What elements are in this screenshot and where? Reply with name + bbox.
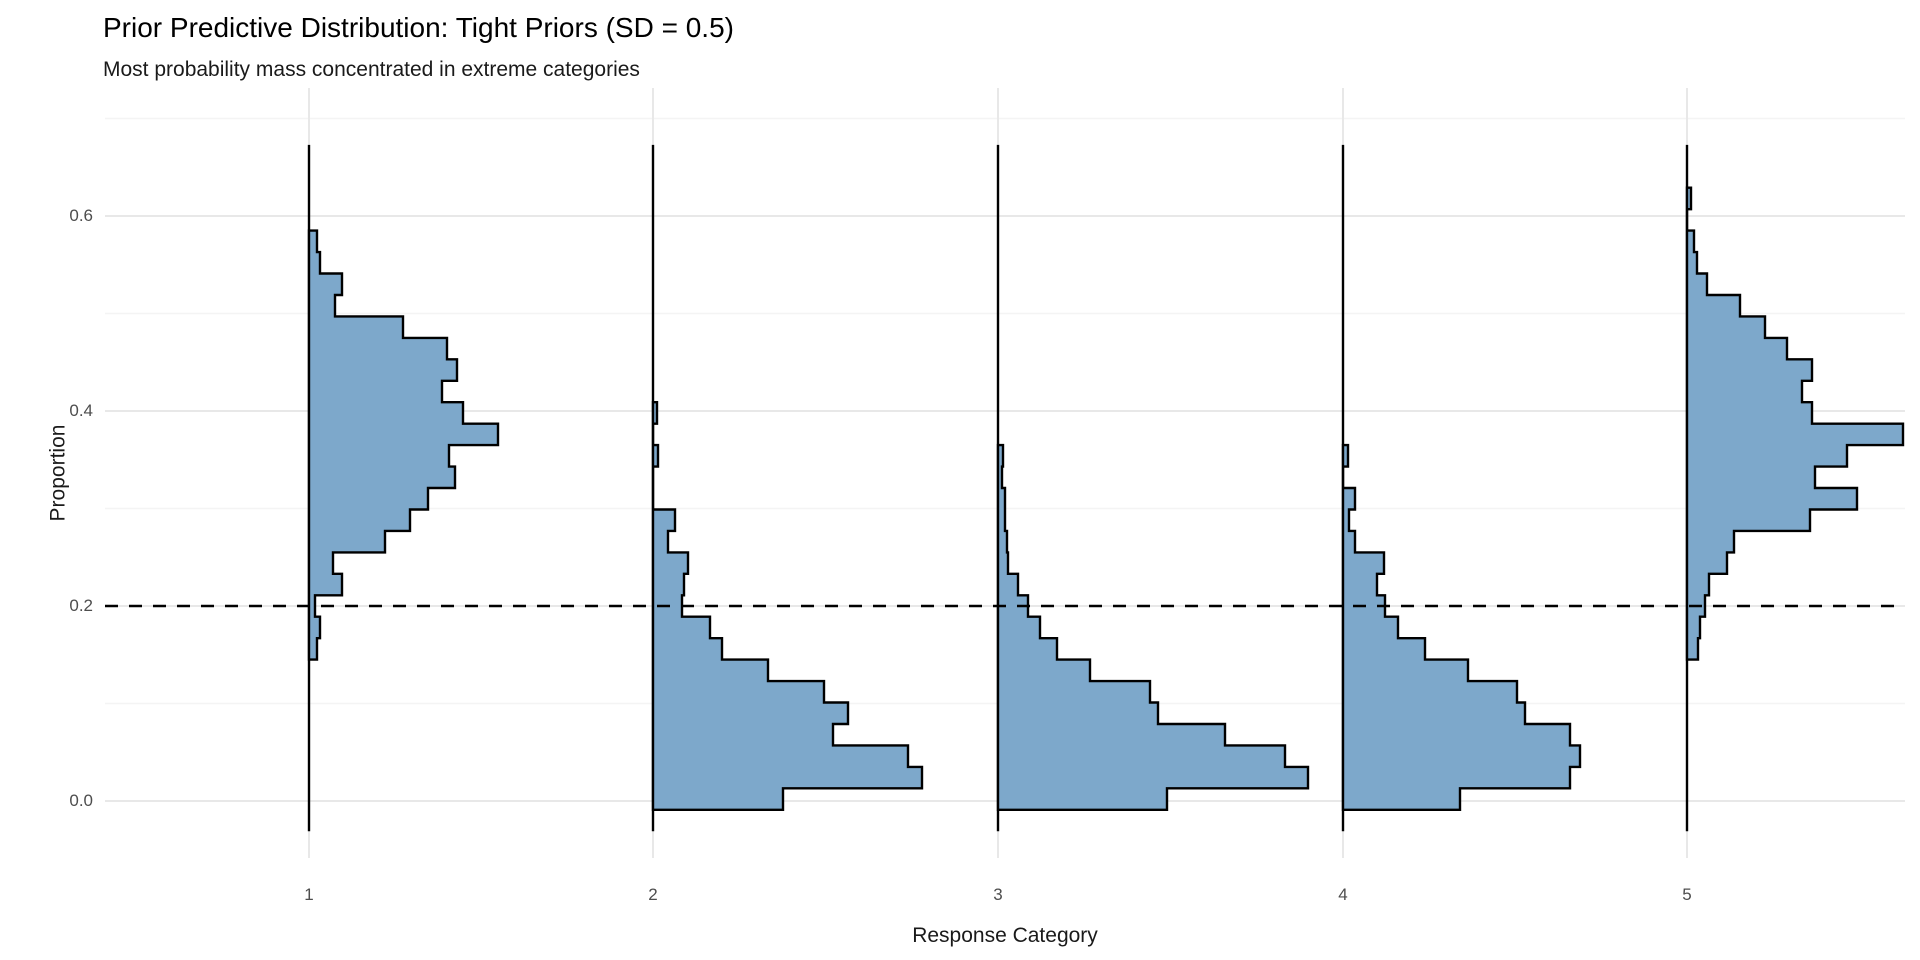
x-tick-label-4: 4 xyxy=(1338,885,1348,904)
histogram-cat5 xyxy=(1685,186,1905,661)
y-tick-label-0.6: 0.6 xyxy=(69,206,93,225)
y-tick-label-0.0: 0.0 xyxy=(69,791,93,810)
y-tick-label-0.2: 0.2 xyxy=(69,596,93,615)
x-tick-label-5: 5 xyxy=(1682,885,1692,904)
x-tick-label-2: 2 xyxy=(648,885,658,904)
chart-title: Prior Predictive Distribution: Tight Pri… xyxy=(103,12,734,43)
chart-subtitle: Most probability mass concentrated in ex… xyxy=(103,58,640,81)
x-tick-label-1: 1 xyxy=(304,885,314,904)
histogram-cat3 xyxy=(996,443,1310,811)
x-tick-label-3: 3 xyxy=(993,885,1003,904)
y-axis-title: Proportion xyxy=(46,424,70,522)
histogram-cat4 xyxy=(1341,443,1582,811)
y-tick-label-0.4: 0.4 xyxy=(69,401,93,420)
x-axis-title: Response Category xyxy=(912,924,1098,947)
histogram-cat1 xyxy=(307,229,500,661)
